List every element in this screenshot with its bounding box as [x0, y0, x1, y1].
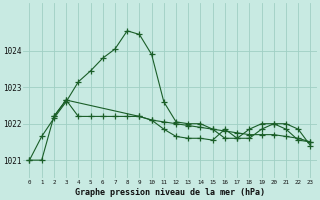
X-axis label: Graphe pression niveau de la mer (hPa): Graphe pression niveau de la mer (hPa) — [75, 188, 265, 197]
